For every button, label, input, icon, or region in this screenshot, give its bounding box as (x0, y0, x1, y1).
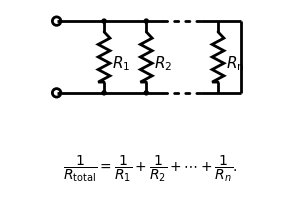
Text: $R_2$: $R_2$ (154, 54, 172, 73)
Circle shape (144, 18, 149, 24)
Circle shape (101, 18, 107, 24)
Circle shape (101, 90, 107, 96)
Text: $R_\mathrm{n}$: $R_\mathrm{n}$ (226, 54, 244, 73)
Circle shape (144, 90, 149, 96)
Text: $R_1$: $R_1$ (112, 54, 130, 73)
Text: $\dfrac{1}{R_{\mathrm{total}}} = \dfrac{1}{R_1} + \dfrac{1}{R_2} + \cdots + \dfr: $\dfrac{1}{R_{\mathrm{total}}} = \dfrac{… (63, 153, 238, 184)
